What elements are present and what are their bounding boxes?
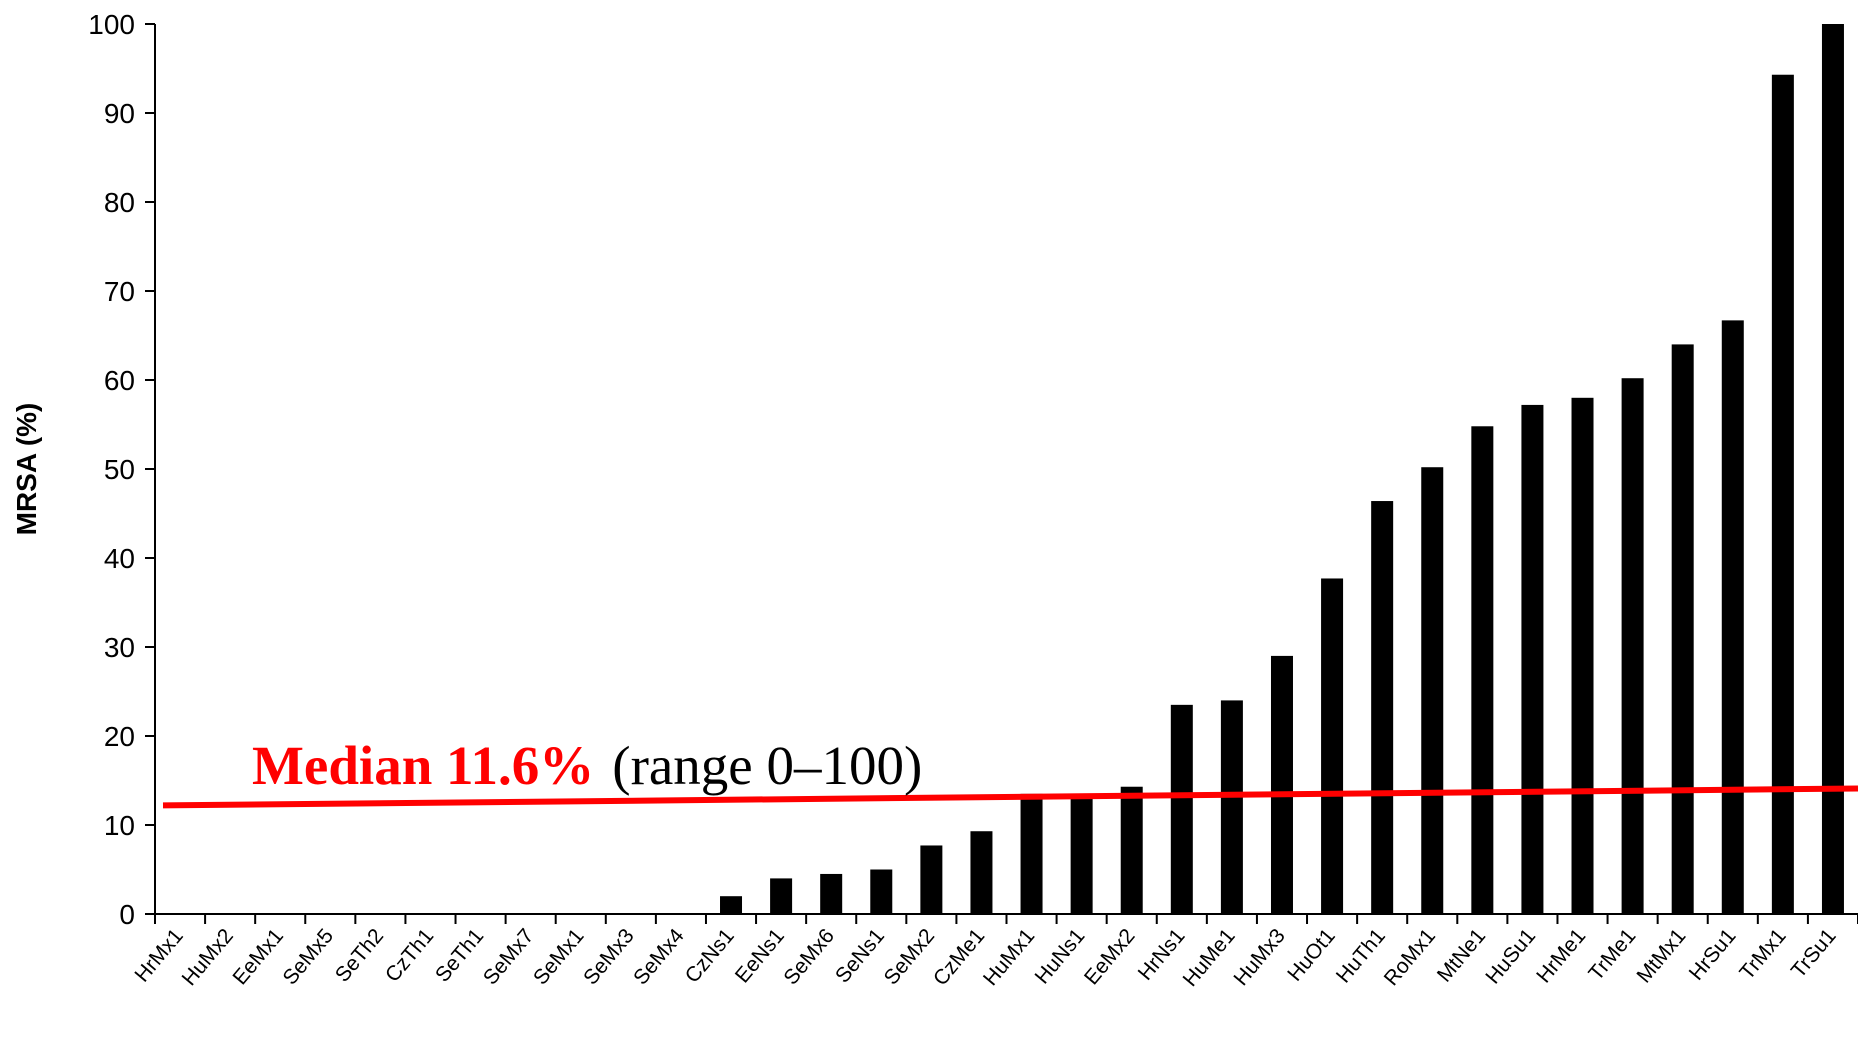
x-tick-label: SeMx2 [880, 924, 940, 989]
x-tick-label: SeTh1 [431, 924, 488, 986]
y-tick-label: 80 [104, 187, 135, 218]
x-tick-label: SeMx1 [529, 924, 589, 989]
x-tick-label: SeMx7 [479, 924, 539, 989]
y-tick-label: 70 [104, 276, 135, 307]
x-tick-label: CzMe1 [929, 924, 989, 990]
median-line [162, 785, 1858, 809]
bar [1571, 397, 1594, 914]
bar [1220, 700, 1243, 914]
x-tick-label: SeTh2 [331, 924, 388, 986]
y-tick-label: 60 [104, 365, 135, 396]
bar [820, 873, 843, 914]
x-tick-label: HuNs1 [1031, 924, 1090, 988]
x-tick-label: HrMe1 [1532, 924, 1590, 987]
y-tick-label: 40 [104, 543, 135, 574]
x-tick-label: SeMx5 [279, 924, 339, 989]
x-tick-label: HuMx1 [979, 924, 1039, 990]
bar [1270, 655, 1293, 914]
bar [920, 845, 943, 914]
y-tick-label: 30 [104, 632, 135, 663]
bar [1120, 786, 1143, 914]
x-tick-label: HuMe1 [1179, 924, 1240, 991]
bar [1671, 344, 1694, 914]
y-tick-label: 90 [104, 98, 135, 129]
x-tick-label: HrSu1 [1685, 924, 1741, 984]
x-tick-label: EeMx1 [228, 924, 288, 989]
bar [1621, 378, 1644, 915]
bar [1471, 426, 1494, 914]
x-tick-label: MtNe1 [1433, 924, 1490, 986]
bar [1521, 404, 1544, 914]
y-tick-label: 100 [88, 9, 135, 40]
bar [1020, 793, 1043, 914]
x-tick-label: HuTh1 [1332, 924, 1390, 987]
bar [1170, 704, 1193, 914]
y-tick-label: 10 [104, 810, 135, 841]
bar [1321, 578, 1344, 914]
bar [720, 896, 743, 914]
bar [1721, 320, 1744, 914]
x-tick-label: HuMx2 [178, 924, 238, 990]
x-tick-label: TrSu1 [1787, 924, 1841, 982]
x-tick-label: HuMx3 [1229, 924, 1289, 990]
x-tick-label: EeNs1 [731, 924, 789, 987]
x-tick-label: SeNs1 [831, 924, 889, 987]
x-tick-label: TrMx1 [1735, 924, 1790, 984]
x-tick-label: HuSu1 [1481, 924, 1540, 988]
x-tick-label: RoMx1 [1380, 924, 1440, 990]
bar [870, 869, 893, 914]
y-axis-label: MRSA (%) [11, 403, 42, 536]
x-tick-label: HuOt1 [1283, 924, 1340, 985]
x-tick-label: CzTh1 [381, 924, 438, 986]
x-tick-label: TrMe1 [1584, 924, 1640, 985]
x-tick-label: MtMx1 [1632, 924, 1690, 987]
bar [1070, 793, 1093, 914]
x-tick-label: SeMx4 [629, 924, 689, 989]
bar [970, 831, 993, 914]
bar [1821, 24, 1844, 914]
annotation-text: (range 0–100) [612, 735, 922, 796]
y-tick-label: 20 [104, 721, 135, 752]
bar [770, 878, 793, 914]
bar [1771, 74, 1794, 915]
annotation: Median 11.6% (range 0–100) [252, 735, 922, 796]
annotation-highlight: Median 11.6% [252, 735, 594, 796]
bar [1421, 467, 1444, 914]
x-tick-label: SeMx6 [779, 924, 839, 989]
bar [1371, 501, 1394, 914]
y-tick-label: 0 [119, 899, 135, 930]
x-tick-label: SeMx3 [579, 924, 639, 989]
x-tick-label: CzNs1 [681, 924, 739, 987]
x-tick-label: EeMx2 [1080, 924, 1140, 989]
y-tick-label: 50 [104, 454, 135, 485]
